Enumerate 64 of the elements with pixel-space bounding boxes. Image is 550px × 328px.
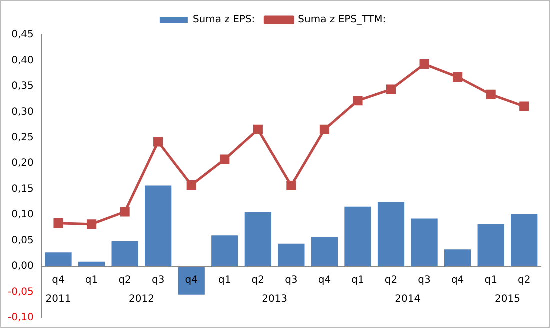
y-tick-label: 0,15: [12, 184, 34, 195]
bar: [344, 206, 372, 267]
bar: [444, 250, 472, 267]
annotation: 2014: [395, 294, 421, 306]
point: [486, 90, 496, 100]
point: [186, 180, 196, 190]
bar: [45, 252, 72, 267]
point: [520, 102, 530, 112]
annotation: 2012: [128, 294, 154, 306]
x-tick-label: q1: [85, 275, 98, 286]
x-tick-label: q2: [252, 275, 265, 286]
point: [353, 96, 363, 106]
legend-label: Suma z EPS_TTM:: [298, 14, 386, 26]
annotation: 2013: [262, 294, 288, 306]
x-tick-label: q2: [384, 275, 398, 286]
bar: [511, 214, 538, 267]
bar: [478, 224, 504, 267]
y-tick-label: -0,05: [8, 286, 34, 298]
point: [420, 60, 430, 70]
x-tick-label: q3: [152, 275, 165, 286]
x-tick-label: q4: [52, 275, 65, 286]
point: [120, 207, 130, 217]
point: [320, 124, 330, 134]
x-tick-label: q4: [318, 275, 332, 286]
x-tick-label: q1: [352, 275, 364, 286]
bar: [278, 244, 305, 267]
point: [286, 180, 296, 191]
bar: [311, 237, 338, 267]
point: [54, 218, 64, 228]
x-tick-label: q3: [418, 275, 431, 286]
bar: [212, 236, 238, 267]
bar: [244, 212, 272, 267]
point: [154, 137, 164, 147]
x-tick-label: q4: [451, 275, 464, 286]
y-tick-label: 0,20: [12, 158, 34, 170]
y-tick-label: 0,45: [12, 30, 34, 41]
annotation: 2011: [46, 294, 72, 306]
point: [87, 220, 97, 230]
bar: [112, 241, 138, 267]
x-tick-label: q1: [484, 275, 498, 286]
legend-label: Suma z EPS:: [192, 14, 256, 26]
y-tick-label: 0,40: [12, 55, 34, 66]
x-tick-label: q2: [118, 275, 132, 286]
x-tick-label: q2: [518, 275, 531, 286]
annotation: 2015: [495, 294, 520, 306]
y-tick-label: 0,35: [12, 81, 34, 92]
bar: [378, 202, 405, 267]
point: [453, 72, 463, 82]
x-tick-label: q3: [285, 275, 298, 286]
y-tick-label: 0,10: [12, 210, 34, 221]
y-tick-label: 0,05: [12, 235, 34, 246]
y-tick-label: 0,30: [12, 106, 34, 118]
x-tick-label: q4: [185, 275, 198, 286]
bar: [145, 186, 172, 267]
bar: [411, 218, 438, 267]
point: [386, 84, 396, 94]
point: [253, 124, 263, 134]
bar: [78, 262, 106, 267]
y-tick-label: -0,10: [8, 312, 34, 324]
point: [220, 154, 230, 164]
x-tick-label: q1: [218, 275, 232, 286]
bar: [178, 266, 205, 295]
y-tick-label: 0,25: [12, 132, 34, 144]
y-tick-label: 0,00: [12, 261, 34, 272]
